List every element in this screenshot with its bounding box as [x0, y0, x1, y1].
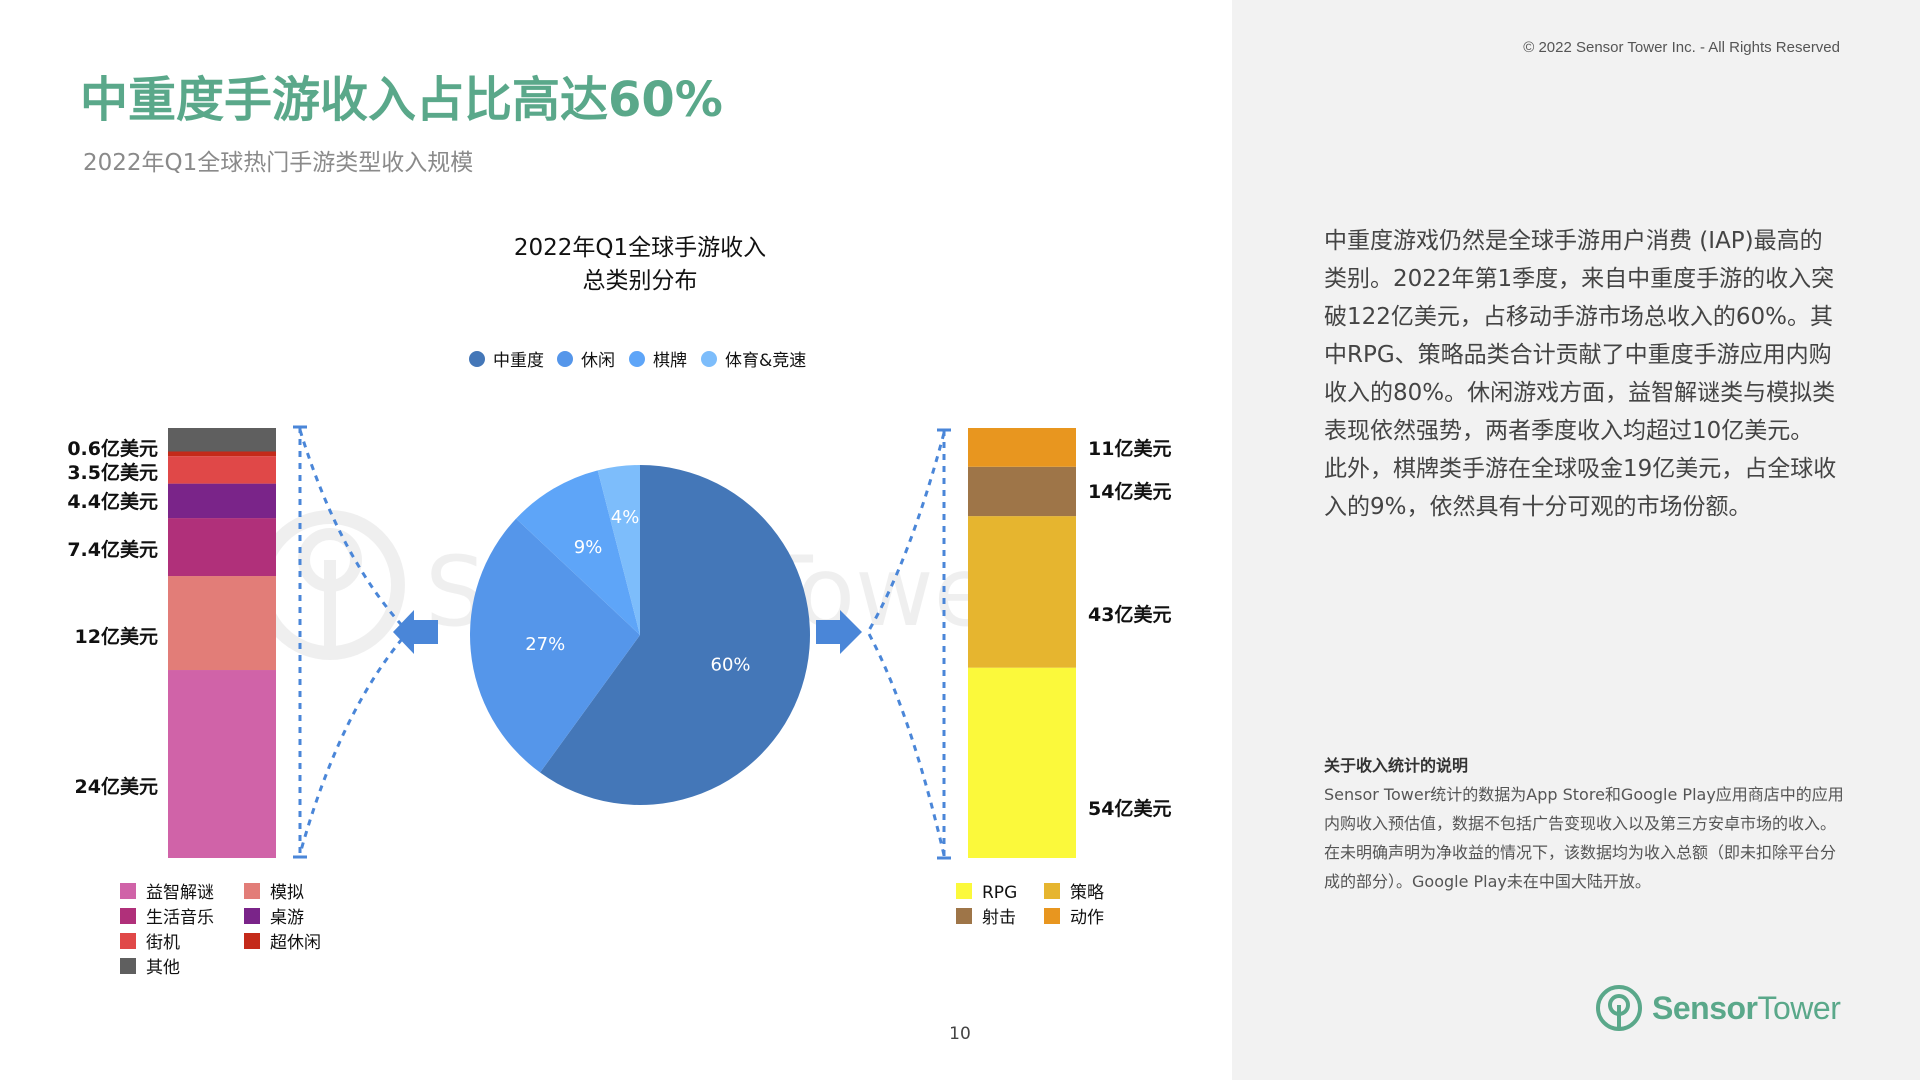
copyright: © 2022 Sensor Tower Inc. - All Rights Re…	[1523, 39, 1840, 56]
bar-legend-label: 策略	[1070, 883, 1104, 903]
stacked-bar-label: 4.4亿美元	[67, 490, 158, 513]
note-title: 关于收入统计的说明	[1324, 756, 1469, 775]
stacked-bar-label: 54亿美元	[1088, 797, 1171, 820]
stacked-bar-segment	[168, 518, 276, 577]
stacked-bar-label: 3.5亿美元	[67, 461, 158, 484]
pie-slice	[470, 518, 640, 773]
pie-slice	[516, 470, 640, 635]
chart-figure: SensorTower60%27%9%4%中重度休闲棋牌体育&竞速24亿美元12…	[67, 351, 1171, 978]
sensor-tower-logo-text: SensorTower	[1652, 989, 1841, 1026]
commentary-paragraph: 此外，棋牌类手游在全球吸金19亿美元，占全球收入的9%，依然具有十分可观的市场份…	[1324, 456, 1837, 520]
bar-legend-label: 超休闲	[270, 933, 321, 953]
pie-legend-swatch	[629, 351, 645, 367]
stacked-bar-label: 0.6亿美元	[67, 437, 158, 460]
pie-slice-label: 9%	[574, 537, 603, 558]
bar-legend-label: 益智解谜	[146, 883, 214, 903]
bar-legend-label: 射击	[982, 908, 1016, 928]
stacked-bar-segment	[168, 456, 276, 484]
bar-legend-swatch	[1044, 883, 1060, 899]
pie-chart-title-line-2: 总类别分布	[582, 268, 698, 294]
stacked-bar-label: 14亿美元	[1088, 480, 1171, 503]
pie-slice-label: 60%	[711, 654, 751, 675]
bar-legend-label: 桌游	[270, 908, 304, 928]
stacked-bar-segment	[168, 483, 276, 519]
bar-legend-swatch	[1044, 908, 1060, 924]
bar-legend-swatch	[120, 883, 136, 899]
stacked-bar-segment	[968, 516, 1076, 668]
pie-slice	[540, 465, 810, 805]
pie-legend-swatch	[701, 351, 717, 367]
bar-legend-swatch	[244, 883, 260, 899]
stacked-bar-label: 43亿美元	[1088, 603, 1171, 626]
stacked-bar-segment	[968, 667, 1076, 858]
bar-legend-label: RPG	[982, 883, 1017, 903]
commentary-paragraph: 中重度游戏仍然是全球手游用户消费 (IAP)最高的类别。2022年第1季度，来自…	[1324, 228, 1836, 444]
pie-chart-title: 2022年Q1全球手游收入 总类别分布	[440, 232, 840, 298]
bar-legend-swatch	[120, 908, 136, 924]
bar-legend-swatch	[120, 958, 136, 974]
stacked-bar-segment	[168, 428, 276, 452]
note-body: Sensor Tower统计的数据为App Store和Google Play应…	[1324, 785, 1844, 891]
arrow-right-icon	[816, 610, 862, 654]
watermark-logo-icon	[298, 528, 362, 592]
bar-legend-label: 模拟	[270, 883, 304, 903]
stacked-bar-label: 24亿美元	[75, 775, 158, 798]
page-subtitle: 2022年Q1全球热门手游类型收入规模	[83, 150, 474, 176]
stacked-bar-segment	[168, 576, 276, 671]
stacked-bar-label: 11亿美元	[1088, 437, 1171, 460]
page-number: 10	[949, 1024, 971, 1044]
bar-legend-swatch	[956, 908, 972, 924]
arrow-left-icon	[393, 610, 438, 654]
pie-legend-label: 中重度	[493, 351, 544, 371]
bar-legend-swatch	[956, 883, 972, 899]
bar-legend-label: 动作	[1070, 908, 1104, 928]
bar-legend-swatch	[244, 908, 260, 924]
bar-legend-label: 街机	[146, 933, 180, 953]
stacked-bar-segment	[168, 451, 276, 457]
bar-legend-swatch	[244, 933, 260, 949]
commentary: 中重度游戏仍然是全球手游用户消费 (IAP)最高的类别。2022年第1季度，来自…	[1324, 222, 1844, 526]
stacked-bar-segment	[968, 466, 1076, 517]
pie-legend-swatch	[469, 351, 485, 367]
bar-legend-label: 其他	[146, 958, 180, 978]
pie-chart-title-line-1: 2022年Q1全球手游收入	[513, 235, 767, 261]
bar-legend-label: 生活音乐	[146, 908, 214, 928]
stacked-bar-label: 12亿美元	[75, 625, 158, 648]
pie-slice	[597, 465, 640, 635]
pie-legend-label: 休闲	[581, 351, 615, 371]
sensor-tower-logo-icon	[1596, 985, 1642, 1031]
right-panel	[1232, 0, 1920, 1080]
pie-slice-label: 27%	[525, 634, 565, 655]
page-title: 中重度手游收入占比高达60%	[80, 72, 723, 128]
pie-slice-label: 4%	[611, 507, 640, 528]
connector-line	[866, 432, 946, 856]
stacked-bar-segment	[168, 670, 276, 858]
sensor-tower-logo: SensorTower	[1594, 982, 1841, 1034]
pie-legend-label: 体育&竞速	[725, 351, 806, 371]
pie-legend-label: 棋牌	[653, 351, 687, 371]
stacked-bar-label: 7.4亿美元	[67, 538, 158, 561]
stacked-bar-segment	[968, 428, 1076, 467]
pie-legend-swatch	[557, 351, 573, 367]
bar-legend-swatch	[120, 933, 136, 949]
